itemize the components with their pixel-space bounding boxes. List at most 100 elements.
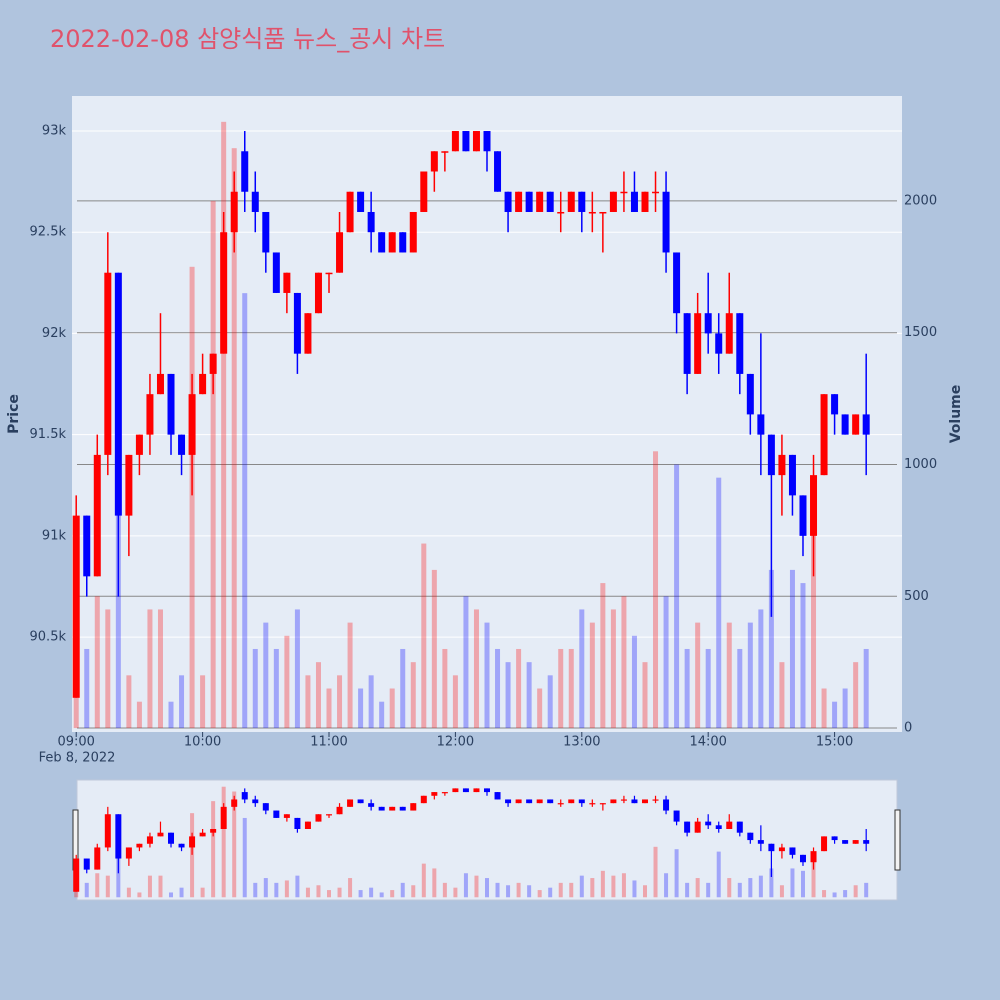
candle-body [494,151,502,192]
candle-body [388,232,396,253]
y2-tick-label: 0 [904,721,912,736]
slider-volume-bar [832,892,837,898]
candle-body [409,211,417,253]
slider-volume-bar [685,882,690,898]
slider-candle-body [94,847,101,870]
volume-bar [526,662,532,729]
slider-volume-bar [200,887,205,898]
slider-candle-body [83,858,90,870]
slider-candle-body [410,803,417,811]
slider-volume-bar [95,873,100,898]
y2-tick-label: 500 [904,589,929,604]
slider-volume-bar [442,882,447,898]
x-tick-label: 10:00 [184,735,221,750]
slider-candle-body [778,847,785,852]
candle-body [778,454,786,476]
candle-body [620,191,628,194]
slider-candle-body [852,840,859,844]
slider-candle-body [252,799,259,804]
candle-body [72,515,80,698]
candle-body [546,191,554,212]
candle-body [314,272,322,314]
candle-body [188,394,196,455]
chart-title: 2022-02-08 삼양식품 뉴스_공시 차트 [50,25,445,53]
slider-volume-bar [664,873,669,898]
candle-body [93,454,101,577]
candle-body [357,191,365,212]
candle-body [831,394,839,415]
volume-bar [358,688,364,729]
candle-body [399,232,407,253]
volume-bar [242,293,248,729]
slider-volume-bar [379,892,384,898]
slider-volume-bar [411,885,416,898]
slider-volume-bar [474,875,479,898]
volume-bar [610,609,616,729]
slider-candle-body [684,821,691,833]
volume-bar [410,662,416,729]
slider-candle-body [399,806,406,811]
slider-candle-body [189,836,196,848]
volume-bar [705,648,711,729]
candle-body [114,272,122,516]
slider-volume-bar [116,854,121,898]
volume-bar [642,662,648,729]
volume-bar [221,121,227,729]
slider-candle-body [673,810,680,822]
x-tick-label: 15:00 [816,735,853,750]
volume-bar [589,622,595,729]
volume-bar [84,648,90,729]
slider-candle-body [168,832,175,844]
slider-volume-bar [400,882,405,898]
volume-bar [811,517,817,729]
volume-bar [389,688,395,729]
slider-candle-body [747,832,754,841]
candle-body [704,313,712,334]
volume-bar [231,148,237,729]
y-tick-label: 92.5k [30,225,67,240]
slider-candle-body [578,799,585,804]
slider-candle-body [178,843,185,848]
slider-candle-body [789,847,796,855]
slider-volume-bar [221,786,226,898]
slider-volume-bar [295,875,300,898]
slider-candle-body [705,821,712,826]
volume-bar [695,622,701,729]
volume-bar [431,569,437,729]
slider-volume-bar [190,813,195,898]
y2-tick-label: 2000 [904,193,937,208]
y-tick-label: 91.5k [30,427,67,442]
slider-volume-bar [253,882,258,898]
candle-body [304,313,312,354]
slider-candle-body [526,799,533,804]
volume-bar [484,622,490,729]
candle-body [725,313,733,354]
volume-bar [126,675,132,729]
slider-volume-bar [147,875,152,898]
slider-grip[interactable] [894,809,901,871]
volume-bar [842,688,848,729]
slider-volume-bar [390,890,395,898]
slider-volume-bar [527,885,532,898]
candle-body [746,373,754,415]
slider-candle-body [199,832,206,837]
volume-bar [726,622,732,729]
volume-bar [273,648,279,729]
volume-bar [853,662,859,729]
volume-bar [631,635,637,729]
slider-candle-body [326,814,333,816]
candle-body [462,131,470,152]
slider-candle-body [715,825,722,829]
volume-bar [789,569,795,729]
slider-volume-bar [653,846,658,898]
volume-bar [263,622,269,729]
volume-bar [305,675,311,729]
slider-volume-bar [263,878,268,898]
candle-body [757,414,765,435]
slider-volume-bar [358,890,363,898]
volume-bar [210,200,216,729]
volume-bar [863,648,869,729]
slider-volume-bar [611,875,616,898]
volume-bar [579,609,585,729]
slider-volume-bar [284,880,289,898]
